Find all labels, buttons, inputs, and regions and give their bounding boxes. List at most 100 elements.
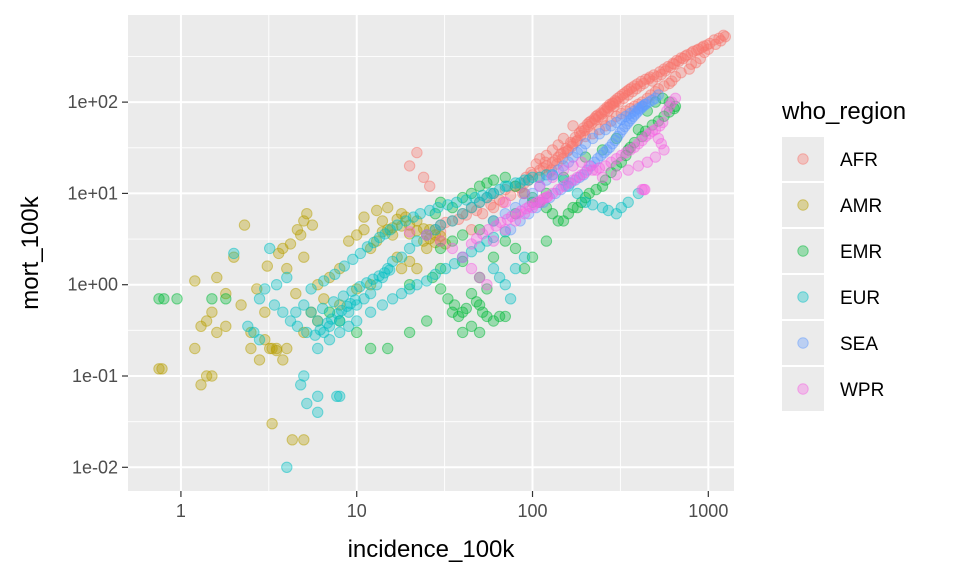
x-axis: 1 10 100 1000 xyxy=(176,491,728,521)
data-point-emr xyxy=(465,287,478,300)
data-point-amr xyxy=(343,235,355,247)
data-point-afr xyxy=(417,171,430,184)
data-point-wpr xyxy=(505,210,518,223)
data-point-amr xyxy=(281,262,293,275)
data-point-emr xyxy=(456,229,469,241)
data-point-wpr xyxy=(434,235,447,247)
data-point-eur xyxy=(442,199,454,211)
data-point-afr xyxy=(658,80,670,92)
legend-key-sea xyxy=(782,321,824,365)
data-point-emr xyxy=(158,293,170,305)
data-point-eur xyxy=(429,268,441,280)
data-point-amr xyxy=(298,251,310,263)
data-point-eur xyxy=(354,281,366,293)
data-point-emr xyxy=(509,242,522,255)
x-axis-title: incidence_100k xyxy=(348,536,516,563)
data-point-amr xyxy=(189,275,201,287)
data-point-eur xyxy=(312,342,324,355)
data-point-afr xyxy=(593,123,606,136)
data-point-eur xyxy=(602,204,614,217)
x-tick-label: 1 xyxy=(176,501,186,521)
data-point-wpr xyxy=(610,169,623,181)
data-point-amr xyxy=(266,418,278,430)
data-point-wpr xyxy=(599,160,612,172)
data-point-sea xyxy=(567,151,579,163)
legend-label-afr: AFR xyxy=(840,150,878,171)
data-point-emr xyxy=(220,293,232,305)
data-point-eur xyxy=(615,201,627,214)
data-point-eur xyxy=(487,262,500,275)
data-point-amr xyxy=(301,208,313,220)
data-point-amr xyxy=(220,320,232,332)
data-point-wpr xyxy=(649,123,662,136)
data-point-eur xyxy=(329,268,341,280)
data-point-eur xyxy=(281,271,293,284)
data-point-emr xyxy=(473,326,486,339)
data-point-amr xyxy=(195,379,207,391)
data-point-amr xyxy=(273,247,285,260)
data-point-eur xyxy=(501,180,514,192)
legend: who_region AFR AMR EMR EUR SEA WPR xyxy=(781,98,906,411)
data-point-amr xyxy=(371,204,383,217)
data-point-eur xyxy=(337,290,350,302)
data-point-afr xyxy=(610,96,622,108)
data-point-wpr xyxy=(557,164,570,176)
data-point-amr xyxy=(318,293,330,305)
data-points xyxy=(153,29,731,473)
data-point-emr xyxy=(364,342,377,355)
data-point-wpr xyxy=(487,235,500,247)
data-point-amr xyxy=(358,211,370,223)
data-point-eur xyxy=(386,293,399,305)
y-tick-label: 1e+02 xyxy=(67,92,118,112)
data-point-wpr xyxy=(495,216,507,229)
data-point-eur xyxy=(305,283,317,295)
data-point-afr xyxy=(675,67,687,79)
data-point-amr xyxy=(253,354,266,366)
data-point-wpr xyxy=(403,226,416,238)
x-tick-label: 1000 xyxy=(688,501,728,521)
data-point-amr xyxy=(284,238,297,250)
data-point-eur xyxy=(407,211,420,223)
data-point-eur xyxy=(228,247,240,260)
data-point-emr xyxy=(562,208,575,220)
data-point-wpr xyxy=(518,187,531,200)
data-point-sea xyxy=(593,128,606,140)
data-point-emr xyxy=(448,299,461,311)
data-point-eur xyxy=(518,251,531,263)
data-point-sea xyxy=(652,89,665,101)
data-point-amr xyxy=(312,279,324,291)
data-point-amr xyxy=(298,434,310,446)
data-point-eur xyxy=(395,251,408,263)
data-point-eur xyxy=(487,231,500,244)
data-point-eur xyxy=(384,264,396,276)
data-point-amr xyxy=(235,299,247,311)
data-point-emr xyxy=(567,201,579,214)
data-point-eur xyxy=(534,171,546,184)
data-point-afr xyxy=(476,208,489,220)
data-point-eur xyxy=(424,204,436,217)
data-point-eur xyxy=(321,317,333,329)
data-point-afr xyxy=(539,156,551,168)
legend-key-eur xyxy=(782,275,824,319)
data-point-emr xyxy=(465,320,478,332)
data-point-eur xyxy=(364,287,377,300)
data-point-emr xyxy=(481,177,493,189)
data-point-sea xyxy=(526,187,539,200)
data-point-eur xyxy=(504,293,517,305)
data-point-afr xyxy=(570,135,583,148)
data-point-wpr xyxy=(654,120,666,132)
data-point-wpr xyxy=(622,164,634,176)
data-point-emr xyxy=(206,293,218,305)
data-point-eur xyxy=(446,215,459,227)
data-point-afr xyxy=(465,224,478,236)
data-point-eur xyxy=(487,187,500,200)
data-point-amr xyxy=(238,219,251,231)
data-point-eur xyxy=(460,194,472,206)
data-point-wpr xyxy=(636,183,648,196)
data-point-eur xyxy=(343,320,355,332)
data-point-eur xyxy=(312,406,324,418)
data-point-wpr xyxy=(546,171,559,184)
data-point-eur xyxy=(253,293,266,305)
y-axis: 1e-02 1e-01 1e+00 1e+01 1e+02 xyxy=(67,92,128,477)
